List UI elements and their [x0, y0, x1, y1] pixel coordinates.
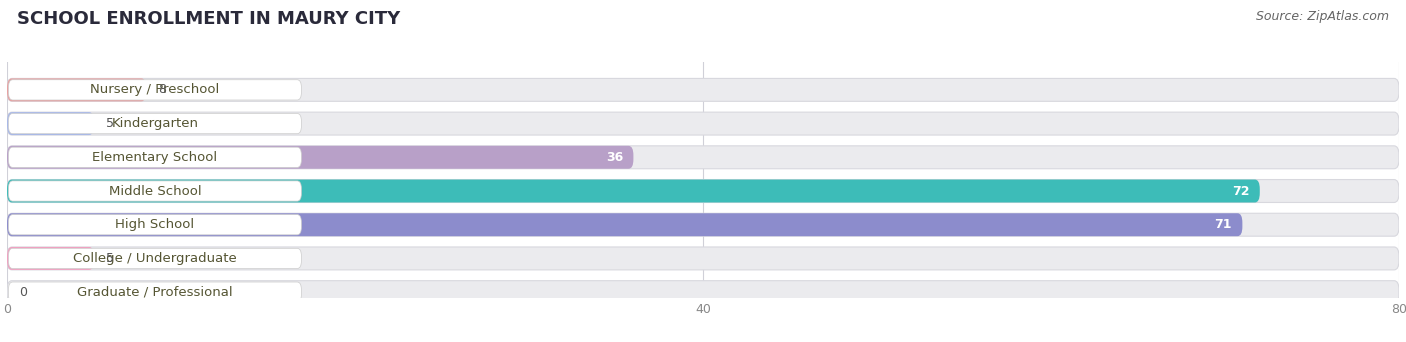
FancyBboxPatch shape — [8, 215, 301, 235]
FancyBboxPatch shape — [7, 146, 633, 169]
Text: 36: 36 — [606, 151, 623, 164]
FancyBboxPatch shape — [7, 112, 1399, 135]
Text: Kindergarten: Kindergarten — [111, 117, 198, 130]
Text: Graduate / Professional: Graduate / Professional — [77, 286, 233, 299]
FancyBboxPatch shape — [7, 247, 1399, 270]
Text: Elementary School: Elementary School — [93, 151, 218, 164]
Text: 5: 5 — [107, 117, 114, 130]
FancyBboxPatch shape — [8, 282, 301, 302]
FancyBboxPatch shape — [7, 180, 1399, 202]
FancyBboxPatch shape — [8, 114, 301, 134]
Text: SCHOOL ENROLLMENT IN MAURY CITY: SCHOOL ENROLLMENT IN MAURY CITY — [17, 10, 401, 28]
Text: Nursery / Preschool: Nursery / Preschool — [90, 83, 219, 96]
Text: Source: ZipAtlas.com: Source: ZipAtlas.com — [1256, 10, 1389, 23]
Text: College / Undergraduate: College / Undergraduate — [73, 252, 236, 265]
Text: 72: 72 — [1232, 185, 1250, 198]
FancyBboxPatch shape — [7, 180, 1260, 202]
Text: 71: 71 — [1215, 218, 1232, 231]
FancyBboxPatch shape — [7, 281, 1399, 304]
FancyBboxPatch shape — [7, 78, 146, 101]
FancyBboxPatch shape — [7, 247, 94, 270]
FancyBboxPatch shape — [8, 147, 301, 168]
FancyBboxPatch shape — [7, 146, 1399, 169]
Text: 5: 5 — [107, 252, 114, 265]
FancyBboxPatch shape — [7, 112, 94, 135]
Text: 0: 0 — [20, 286, 27, 299]
FancyBboxPatch shape — [8, 248, 301, 268]
FancyBboxPatch shape — [8, 181, 301, 201]
Text: Middle School: Middle School — [108, 185, 201, 198]
FancyBboxPatch shape — [7, 78, 1399, 101]
FancyBboxPatch shape — [7, 213, 1399, 236]
Text: High School: High School — [115, 218, 194, 231]
Text: 8: 8 — [159, 83, 166, 96]
FancyBboxPatch shape — [7, 213, 1243, 236]
FancyBboxPatch shape — [8, 80, 301, 100]
